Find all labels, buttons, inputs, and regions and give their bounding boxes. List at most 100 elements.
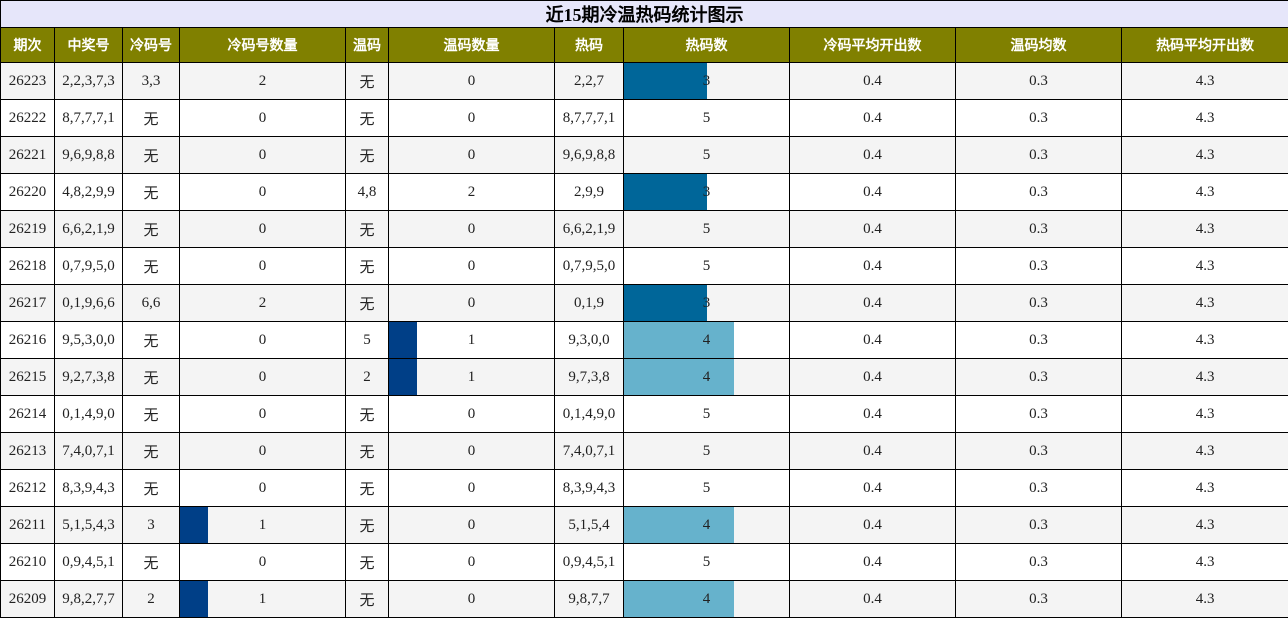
winning-numbers-cell: 9,8,2,7,7 <box>54 580 123 618</box>
winning-numbers-cell: 4,8,2,9,9 <box>54 173 123 211</box>
cold-average-cell: 0.4 <box>789 580 956 618</box>
hot-numbers-cell: 9,7,3,8 <box>554 358 624 396</box>
hot-numbers-cell: 8,7,7,7,1 <box>554 99 624 137</box>
warm-average-cell: 0.3 <box>955 247 1122 285</box>
cold-average-cell: 0.4 <box>789 247 956 285</box>
hot-numbers-cell: 2,9,9 <box>554 173 624 211</box>
period-cell: 26217 <box>0 284 55 322</box>
hot-count-cell-bar <box>624 507 734 543</box>
cold-numbers-cell: 无 <box>122 432 180 470</box>
header-warm-average: 温码均数 <box>955 27 1122 63</box>
warm-count-cell: 0 <box>388 580 555 618</box>
cold-count-cell-value: 2 <box>258 72 267 89</box>
cold-count-cell-value: 0 <box>258 109 267 126</box>
warm-average-cell: 0.3 <box>955 99 1122 137</box>
hot-average-cell: 4.3 <box>1120 469 1288 507</box>
cold-numbers-cell: 3,3 <box>122 62 180 100</box>
cold-average-cell: 0.4 <box>789 136 956 174</box>
hot-count-cell: 5 <box>623 136 790 174</box>
warm-average-cell: 0.3 <box>955 321 1122 359</box>
winning-numbers-cell: 9,2,7,3,8 <box>54 358 123 396</box>
table-row: 26212 8,3,9,4,3 无 0 无 0 8,3,9,4,3 5 0.4 0.3 4.3 <box>0 469 1288 507</box>
warm-numbers-cell: 4,8 <box>345 173 389 211</box>
cold-count-cell: 0 <box>179 99 346 137</box>
warm-average-cell: 0.3 <box>955 136 1122 174</box>
warm-count-cell-value: 2 <box>467 183 476 200</box>
cold-count-cell: 0 <box>179 432 346 470</box>
hot-count-cell: 5 <box>623 395 790 433</box>
cold-average-cell: 0.4 <box>789 395 956 433</box>
table-row: 26209 9,8,2,7,7 2 1 无 0 9,8,7,7 4 0.4 0.3 4.3 <box>0 580 1288 618</box>
hot-average-cell: 4.3 <box>1120 173 1288 211</box>
hot-count-cell-bar <box>624 581 734 617</box>
cold-count-cell-value: 0 <box>258 331 267 348</box>
cold-average-cell: 0.4 <box>789 506 956 544</box>
warm-count-cell: 0 <box>388 432 555 470</box>
winning-numbers-cell: 0,9,4,5,1 <box>54 543 123 581</box>
cold-average-cell: 0.4 <box>789 543 956 581</box>
table-row: 26213 7,4,0,7,1 无 0 无 0 7,4,0,7,1 5 0.4 0.3 4.3 <box>0 432 1288 470</box>
winning-numbers-cell: 6,6,2,1,9 <box>54 210 123 248</box>
period-cell: 26213 <box>0 432 55 470</box>
warm-count-cell-value: 0 <box>467 220 476 237</box>
warm-count-cell-value: 1 <box>467 368 476 385</box>
cold-count-cell-value: 0 <box>258 183 267 200</box>
winning-numbers-cell: 5,1,5,4,3 <box>54 506 123 544</box>
table-row: 26220 4,8,2,9,9 无 0 4,8 2 2,9,9 3 0.4 0.3 4.3 <box>0 173 1288 211</box>
cold-count-cell-value: 0 <box>258 257 267 274</box>
cold-count-cell: 0 <box>179 395 346 433</box>
hot-average-cell: 4.3 <box>1120 210 1288 248</box>
warm-count-cell-value: 0 <box>467 516 476 533</box>
table-title: 近15期冷温热码统计图示 <box>0 0 1288 28</box>
warm-count-cell-value: 0 <box>467 257 476 274</box>
hot-count-cell: 3 <box>623 62 790 100</box>
hot-count-cell: 5 <box>623 99 790 137</box>
hot-average-cell: 4.3 <box>1120 432 1288 470</box>
winning-numbers-cell: 7,4,0,7,1 <box>54 432 123 470</box>
winning-numbers-cell: 0,1,9,6,6 <box>54 284 123 322</box>
hot-numbers-cell: 9,8,7,7 <box>554 580 624 618</box>
header-cold-count: 冷码号数量 <box>179 27 346 63</box>
cold-numbers-cell: 2 <box>122 580 180 618</box>
cold-average-cell: 0.4 <box>789 469 956 507</box>
hot-average-cell: 4.3 <box>1120 395 1288 433</box>
cold-count-cell: 0 <box>179 247 346 285</box>
warm-average-cell: 0.3 <box>955 506 1122 544</box>
warm-count-cell-value: 0 <box>467 294 476 311</box>
cold-average-cell: 0.4 <box>789 62 956 100</box>
cold-numbers-cell: 6,6 <box>122 284 180 322</box>
warm-count-cell-value: 0 <box>467 146 476 163</box>
cold-average-cell: 0.4 <box>789 99 956 137</box>
table-row: 26216 9,5,3,0,0 无 0 5 1 9,3,0,0 4 0.4 0.3 4.3 <box>0 321 1288 359</box>
hot-count-cell-bar <box>624 174 707 210</box>
period-cell: 26218 <box>0 247 55 285</box>
warm-numbers-cell: 无 <box>345 432 389 470</box>
hot-count-cell: 4 <box>623 580 790 618</box>
warm-numbers-cell: 无 <box>345 62 389 100</box>
warm-numbers-cell: 无 <box>345 543 389 581</box>
table-row: 26211 5,1,5,4,3 3 1 无 0 5,1,5,4 4 0.4 0.3 4.3 <box>0 506 1288 544</box>
period-cell: 26220 <box>0 173 55 211</box>
winning-numbers-cell: 2,2,3,7,3 <box>54 62 123 100</box>
warm-count-cell-bar <box>389 359 417 395</box>
warm-count-cell: 0 <box>388 506 555 544</box>
cold-count-cell: 0 <box>179 136 346 174</box>
cold-count-cell-value: 0 <box>258 220 267 237</box>
warm-count-cell: 0 <box>388 469 555 507</box>
hot-count-cell: 3 <box>623 284 790 322</box>
cold-count-cell-value: 2 <box>258 294 267 311</box>
hot-count-cell-value: 3 <box>702 183 711 200</box>
hot-numbers-cell: 5,1,5,4 <box>554 506 624 544</box>
warm-average-cell: 0.3 <box>955 469 1122 507</box>
warm-numbers-cell: 无 <box>345 247 389 285</box>
warm-numbers-cell: 无 <box>345 210 389 248</box>
cold-count-cell-value: 0 <box>258 368 267 385</box>
warm-count-cell: 1 <box>388 321 555 359</box>
table-row: 26218 0,7,9,5,0 无 0 无 0 0,7,9,5,0 5 0.4 0.3 4.3 <box>0 247 1288 285</box>
cold-numbers-cell: 无 <box>122 395 180 433</box>
cold-average-cell: 0.4 <box>789 358 956 396</box>
warm-average-cell: 0.3 <box>955 395 1122 433</box>
warm-count-cell: 2 <box>388 173 555 211</box>
header-hot-numbers: 热码 <box>554 27 624 63</box>
warm-numbers-cell: 无 <box>345 99 389 137</box>
